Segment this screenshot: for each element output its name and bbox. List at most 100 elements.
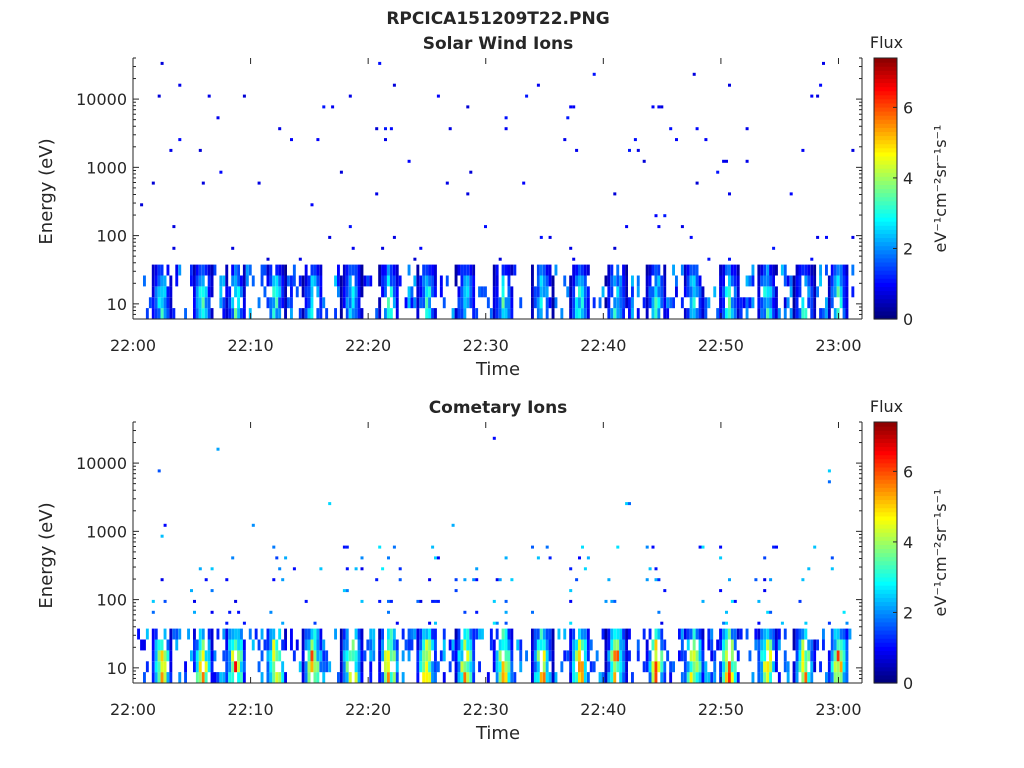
flux-cell (472, 286, 476, 298)
flux-cell (304, 672, 308, 683)
flux-cell (263, 286, 267, 298)
flux-cell (354, 286, 358, 298)
flux-cell (198, 650, 202, 662)
flux-cell (201, 286, 205, 298)
flux-cell (213, 264, 217, 276)
flux-cell (269, 264, 273, 276)
flux-cell (272, 308, 276, 319)
flux-cell (531, 308, 534, 319)
flux-cell (713, 672, 717, 683)
flux-cell (342, 589, 346, 593)
flux-cell (366, 275, 370, 287)
flux-cell (798, 264, 802, 276)
flux-cell (310, 639, 314, 651)
flux-cell (719, 589, 723, 593)
flux-cell (842, 264, 846, 276)
flux-cell (610, 672, 614, 683)
flux-cell (804, 264, 808, 276)
colorbar-swatch (874, 617, 897, 623)
flux-cell (839, 628, 843, 640)
flux-cell (531, 275, 534, 287)
flux-cell (510, 578, 514, 582)
flux-cell (266, 672, 270, 683)
flux-cell (698, 672, 702, 683)
flux-cell (851, 148, 855, 152)
flux-cell (833, 672, 837, 683)
colorbar-swatch (874, 540, 897, 545)
flux-cell (357, 308, 361, 319)
flux-cell (795, 628, 799, 640)
flux-cell (792, 628, 796, 640)
flux-cell (830, 264, 834, 276)
flux-cell (387, 264, 390, 276)
flux-cell (481, 286, 484, 298)
flux-cell (198, 148, 202, 152)
flux-cell (498, 257, 502, 261)
flux-cell (686, 672, 690, 683)
colorbar-tick-label: 0 (903, 674, 913, 693)
flux-cell (416, 286, 420, 298)
x-axis-label: Time (475, 359, 520, 380)
flux-cell (166, 672, 170, 683)
flux-cell (631, 286, 634, 298)
flux-cell (531, 545, 534, 549)
colorbar-swatch (874, 127, 897, 133)
flux-cell (628, 628, 631, 640)
flux-cell (701, 628, 705, 640)
flux-cell (307, 639, 311, 651)
flux-cell (489, 628, 493, 640)
flux-cell (357, 264, 361, 276)
flux-cell (616, 308, 620, 319)
flux-cell (472, 264, 476, 276)
flux-cell (242, 650, 246, 662)
colorbar-swatch (874, 450, 897, 456)
colorbar-swatch (874, 585, 897, 590)
flux-cell (501, 275, 505, 287)
flux-cell (772, 246, 776, 250)
flux-cell (777, 672, 781, 683)
flux-cell (204, 672, 208, 683)
flux-cell (775, 661, 778, 673)
flux-cell (604, 672, 608, 683)
colorbar-tick-label: 6 (903, 98, 913, 117)
flux-cell (531, 661, 534, 673)
flux-cell (536, 672, 540, 683)
flux-cell (501, 286, 505, 298)
flux-cell (660, 661, 664, 673)
flux-cell (257, 661, 261, 673)
flux-cell (304, 308, 308, 319)
flux-cell (728, 661, 731, 673)
flux-cell (772, 661, 775, 673)
flux-cell (501, 264, 505, 276)
flux-cell (531, 286, 534, 298)
flux-cell (454, 661, 458, 673)
flux-cell (378, 661, 382, 673)
flux-cell (545, 308, 549, 319)
flux-cell (542, 639, 546, 651)
flux-cell (845, 661, 849, 673)
flux-cell (833, 661, 837, 673)
colorbar-swatch (874, 70, 897, 75)
flux-cell (645, 639, 649, 651)
flux-cell (151, 628, 155, 640)
flux-cell (757, 275, 761, 287)
flux-cell (798, 599, 802, 603)
flux-cell (583, 297, 587, 309)
colorbar-swatch (874, 564, 897, 570)
flux-cell (578, 264, 581, 276)
flux-cell (454, 589, 458, 593)
flux-cell (219, 297, 223, 309)
flux-cell (422, 275, 426, 287)
colorbar-swatch (874, 556, 897, 562)
flux-cell (469, 264, 473, 276)
flux-cell (169, 297, 173, 309)
flux-cell (648, 286, 652, 298)
flux-cell (222, 297, 226, 309)
flux-cell (680, 639, 684, 651)
flux-cell (225, 578, 229, 582)
flux-cell (760, 639, 764, 651)
flux-cell (345, 275, 349, 287)
flux-cell (178, 628, 182, 640)
flux-cell (145, 308, 149, 319)
